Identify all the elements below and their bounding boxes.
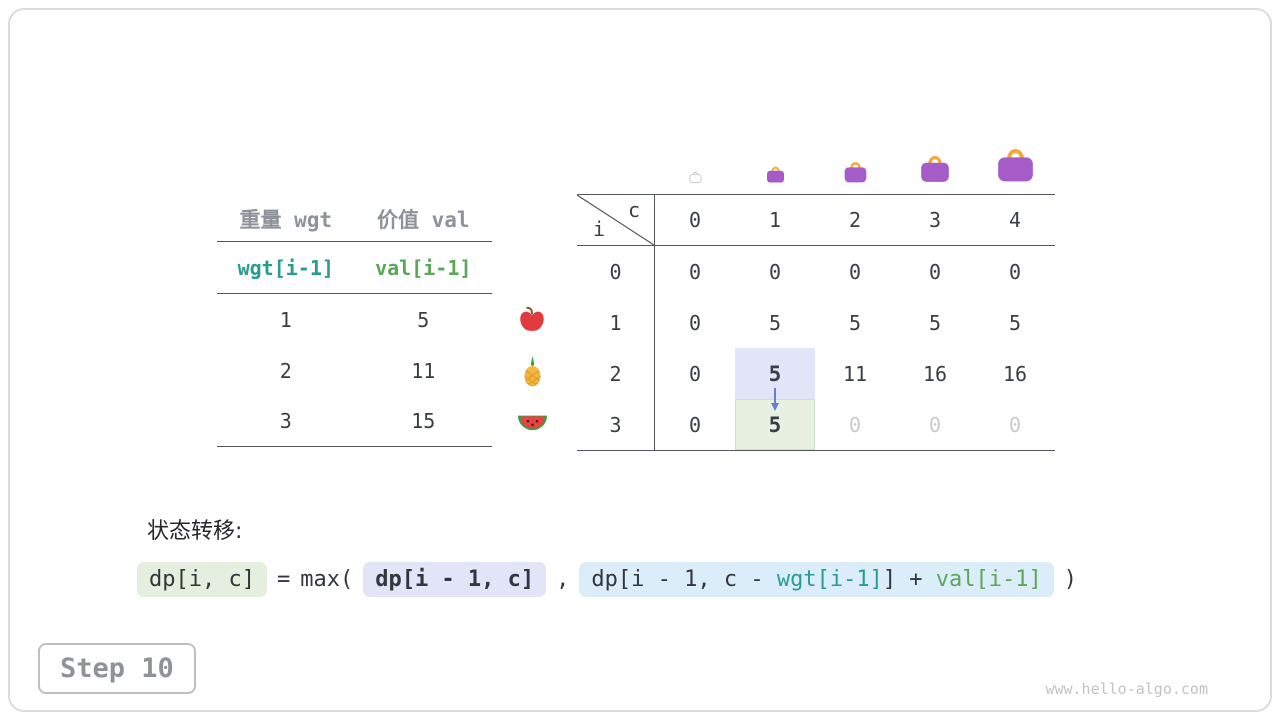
dp-cell: 0 <box>688 412 702 437</box>
dp-cell: 0 <box>928 259 942 284</box>
dp-cell: 5 <box>768 310 782 335</box>
items-var-row: wgt[i-1] val[i-1] <box>217 242 492 294</box>
dp-cell: 0 <box>1008 412 1022 437</box>
corner-col-var: c <box>627 198 640 222</box>
dp-cell: 16 <box>922 361 948 386</box>
dp-cell: 11 <box>842 361 868 386</box>
items-table-header: 重量 wgt 价值 val <box>217 196 492 242</box>
dp-cell: 5 <box>1008 310 1022 335</box>
state-transition-formula: dp[i, c] = max( dp[i - 1, c] , dp[i - 1,… <box>137 562 1077 597</box>
dp-row-header: 2 <box>577 348 655 399</box>
bag-icons-row <box>577 122 1055 186</box>
dp-cell: 0 <box>1008 259 1022 284</box>
dp-cell: 16 <box>1002 361 1028 386</box>
dp-corner-cell: c i <box>577 195 655 246</box>
item-val: 5 <box>417 307 430 332</box>
formula-max-open: max( <box>300 567 354 592</box>
dp-row-header: 0 <box>577 246 655 297</box>
dp-cell: 0 <box>848 412 862 437</box>
formula-equals: = <box>276 567 291 592</box>
item-wgt: 1 <box>279 307 292 332</box>
bag-icon-3 <box>921 156 949 182</box>
formula-wgt-term: wgt[i-1] <box>776 567 883 592</box>
item-row-2: 2 11 <box>217 345 492 396</box>
formula-dp-current: dp[i, c] <box>137 562 267 597</box>
dp-col-header: 0 <box>655 195 735 246</box>
formula-val-term: val[i-1] <box>935 567 1042 592</box>
item-row-3: 3 15 <box>217 396 492 447</box>
dp-col-header: 1 <box>735 195 815 246</box>
dp-cell: 5 <box>848 310 862 335</box>
dp-table: c i 0 1 2 3 4 0 0 0 0 0 0 1 0 5 5 5 5 2 … <box>577 194 1055 451</box>
watermark: www.hello-algo.com <box>1045 680 1208 698</box>
formula-close-paren: ) <box>1063 567 1078 592</box>
formula-comma: , <box>556 567 570 592</box>
dp-col-header: 3 <box>895 195 975 246</box>
dp-col-header: 2 <box>815 195 895 246</box>
figure-card: 重量 wgt 价值 val wgt[i-1] val[i-1] 1 5 2 11… <box>8 8 1272 712</box>
item-row-1: 1 5 <box>217 294 492 345</box>
dp-col-header: 4 <box>975 195 1055 246</box>
dp-cell: 0 <box>848 259 862 284</box>
item-icons-column <box>512 294 552 447</box>
dp-cell: 0 <box>688 259 702 284</box>
transition-label: 状态转移: <box>147 519 243 544</box>
dp-cell-highlight-source: 5 <box>735 348 815 399</box>
corner-row-var: i <box>593 217 606 241</box>
dp-cell: 0 <box>768 259 782 284</box>
corner-diagonal-line <box>577 195 654 245</box>
item-val: 11 <box>411 358 436 383</box>
pineapple-icon <box>523 355 541 386</box>
item-val: 15 <box>411 409 436 433</box>
items-header-weight: 重量 wgt <box>239 207 333 232</box>
item-wgt: 3 <box>279 409 292 433</box>
dp-cell: 0 <box>928 412 942 437</box>
bag-icon-2 <box>844 162 866 183</box>
dp-cell: 5 <box>928 310 942 335</box>
items-header-value: 价值 val <box>376 207 470 232</box>
items-table: 重量 wgt 价值 val wgt[i-1] val[i-1] 1 5 2 11… <box>217 196 492 447</box>
bag-ghost-icon <box>688 171 702 184</box>
bag-icon-1 <box>766 166 784 183</box>
dp-cell-highlight-current: 5 <box>735 399 815 450</box>
arrow-down-icon <box>771 388 779 411</box>
apple-icon <box>520 306 544 331</box>
items-var-wgt: wgt[i-1] <box>237 255 334 280</box>
dp-row-header: 1 <box>577 297 655 348</box>
step-badge: Step 10 <box>38 643 196 694</box>
step-badge-label: Step 10 <box>60 653 174 684</box>
bag-icon-4 <box>997 149 1033 182</box>
item-wgt: 2 <box>279 358 292 383</box>
items-var-val: val[i-1] <box>375 255 472 280</box>
watermelon-icon <box>517 415 547 430</box>
dp-cell: 0 <box>688 310 702 335</box>
dp-row-header: 3 <box>577 399 655 450</box>
formula-dp-take: dp[i - 1, c - wgt[i-1]] + val[i-1] <box>579 562 1054 597</box>
formula-dp-skip: dp[i - 1, c] <box>363 562 547 597</box>
dp-cell: 0 <box>688 361 702 386</box>
